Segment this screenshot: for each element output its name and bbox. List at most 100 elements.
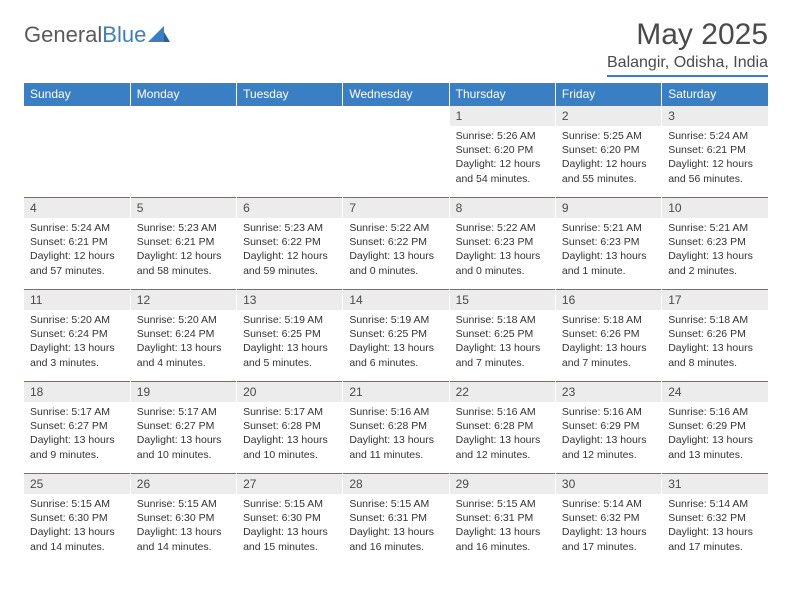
daylight-text: Daylight: 13 hours and 0 minutes. (456, 249, 549, 277)
day-number: 7 (343, 197, 448, 218)
day-details: Sunrise: 5:16 AMSunset: 6:28 PMDaylight:… (343, 402, 448, 466)
day-number: 27 (237, 473, 342, 494)
calendar-cell: 14Sunrise: 5:19 AMSunset: 6:25 PMDayligh… (343, 289, 449, 381)
sunrise-text: Sunrise: 5:16 AM (562, 405, 655, 419)
daylight-text: Daylight: 13 hours and 16 minutes. (456, 525, 549, 553)
calendar-week: 18Sunrise: 5:17 AMSunset: 6:27 PMDayligh… (24, 381, 768, 473)
sunrise-text: Sunrise: 5:16 AM (456, 405, 549, 419)
day-header-thursday: Thursday (449, 83, 555, 105)
day-details: Sunrise: 5:21 AMSunset: 6:23 PMDaylight:… (662, 218, 768, 282)
sunrise-text: Sunrise: 5:18 AM (456, 313, 549, 327)
day-number: 28 (343, 473, 448, 494)
sunrise-text: Sunrise: 5:20 AM (137, 313, 230, 327)
day-details: Sunrise: 5:15 AMSunset: 6:31 PMDaylight:… (343, 494, 448, 558)
daylight-text: Daylight: 13 hours and 17 minutes. (562, 525, 655, 553)
day-number: 26 (131, 473, 236, 494)
calendar-cell: 24Sunrise: 5:16 AMSunset: 6:29 PMDayligh… (662, 381, 768, 473)
sunrise-text: Sunrise: 5:24 AM (30, 221, 124, 235)
calendar-cell: 9Sunrise: 5:21 AMSunset: 6:23 PMDaylight… (555, 197, 661, 289)
day-details: Sunrise: 5:14 AMSunset: 6:32 PMDaylight:… (662, 494, 768, 558)
sunset-text: Sunset: 6:22 PM (349, 235, 442, 249)
sunrise-text: Sunrise: 5:21 AM (562, 221, 655, 235)
sunrise-text: Sunrise: 5:15 AM (456, 497, 549, 511)
calendar-week: 11Sunrise: 5:20 AMSunset: 6:24 PMDayligh… (24, 289, 768, 381)
daylight-text: Daylight: 13 hours and 11 minutes. (349, 433, 442, 461)
sunrise-text: Sunrise: 5:18 AM (562, 313, 655, 327)
empty-day (131, 105, 236, 127)
sunset-text: Sunset: 6:32 PM (562, 511, 655, 525)
sunrise-text: Sunrise: 5:17 AM (243, 405, 336, 419)
daylight-text: Daylight: 13 hours and 15 minutes. (243, 525, 336, 553)
day-details: Sunrise: 5:18 AMSunset: 6:25 PMDaylight:… (450, 310, 555, 374)
sunset-text: Sunset: 6:21 PM (30, 235, 124, 249)
day-number: 17 (662, 289, 768, 310)
daylight-text: Daylight: 12 hours and 58 minutes. (137, 249, 230, 277)
sunset-text: Sunset: 6:24 PM (137, 327, 230, 341)
daylight-text: Daylight: 12 hours and 56 minutes. (668, 157, 762, 185)
sunrise-text: Sunrise: 5:14 AM (668, 497, 762, 511)
sunset-text: Sunset: 6:32 PM (668, 511, 762, 525)
sunrise-text: Sunrise: 5:17 AM (30, 405, 124, 419)
day-details: Sunrise: 5:16 AMSunset: 6:29 PMDaylight:… (662, 402, 768, 466)
day-number: 24 (662, 381, 768, 402)
sunrise-text: Sunrise: 5:24 AM (668, 129, 762, 143)
calendar-cell (237, 105, 343, 197)
header-right: May 2025 Balangir, Odisha, India (607, 18, 768, 77)
day-number: 23 (556, 381, 661, 402)
sunset-text: Sunset: 6:25 PM (349, 327, 442, 341)
calendar-cell: 28Sunrise: 5:15 AMSunset: 6:31 PMDayligh… (343, 473, 449, 565)
day-details: Sunrise: 5:17 AMSunset: 6:27 PMDaylight:… (24, 402, 130, 466)
sunrise-text: Sunrise: 5:15 AM (349, 497, 442, 511)
sunset-text: Sunset: 6:31 PM (349, 511, 442, 525)
location-subtitle: Balangir, Odisha, India (607, 54, 768, 77)
calendar-cell: 2Sunrise: 5:25 AMSunset: 6:20 PMDaylight… (555, 105, 661, 197)
empty-day (237, 105, 342, 127)
day-number: 29 (450, 473, 555, 494)
sunset-text: Sunset: 6:30 PM (30, 511, 124, 525)
calendar-cell (130, 105, 236, 197)
day-number: 31 (662, 473, 768, 494)
day-details: Sunrise: 5:25 AMSunset: 6:20 PMDaylight:… (556, 126, 661, 190)
brand-logo: GeneralBlue (24, 18, 170, 48)
calendar-cell: 11Sunrise: 5:20 AMSunset: 6:24 PMDayligh… (24, 289, 130, 381)
daylight-text: Daylight: 13 hours and 12 minutes. (456, 433, 549, 461)
day-details: Sunrise: 5:23 AMSunset: 6:22 PMDaylight:… (237, 218, 342, 282)
sunrise-text: Sunrise: 5:17 AM (137, 405, 230, 419)
sunset-text: Sunset: 6:30 PM (243, 511, 336, 525)
calendar-cell: 20Sunrise: 5:17 AMSunset: 6:28 PMDayligh… (237, 381, 343, 473)
day-number: 20 (237, 381, 342, 402)
day-number: 6 (237, 197, 342, 218)
daylight-text: Daylight: 13 hours and 10 minutes. (243, 433, 336, 461)
day-number: 9 (556, 197, 661, 218)
sunrise-text: Sunrise: 5:14 AM (562, 497, 655, 511)
day-details: Sunrise: 5:16 AMSunset: 6:28 PMDaylight:… (450, 402, 555, 466)
sunrise-text: Sunrise: 5:18 AM (668, 313, 762, 327)
day-details: Sunrise: 5:16 AMSunset: 6:29 PMDaylight:… (556, 402, 661, 466)
calendar-cell: 25Sunrise: 5:15 AMSunset: 6:30 PMDayligh… (24, 473, 130, 565)
sunrise-text: Sunrise: 5:16 AM (349, 405, 442, 419)
sunrise-text: Sunrise: 5:15 AM (137, 497, 230, 511)
sunset-text: Sunset: 6:30 PM (137, 511, 230, 525)
day-details: Sunrise: 5:14 AMSunset: 6:32 PMDaylight:… (556, 494, 661, 558)
day-header-saturday: Saturday (662, 83, 768, 105)
day-number: 3 (662, 105, 768, 126)
day-details: Sunrise: 5:22 AMSunset: 6:22 PMDaylight:… (343, 218, 448, 282)
day-number: 30 (556, 473, 661, 494)
sunset-text: Sunset: 6:26 PM (562, 327, 655, 341)
calendar-cell: 8Sunrise: 5:22 AMSunset: 6:23 PMDaylight… (449, 197, 555, 289)
day-details: Sunrise: 5:22 AMSunset: 6:23 PMDaylight:… (450, 218, 555, 282)
daylight-text: Daylight: 13 hours and 7 minutes. (456, 341, 549, 369)
sunrise-text: Sunrise: 5:23 AM (137, 221, 230, 235)
daylight-text: Daylight: 13 hours and 13 minutes. (668, 433, 762, 461)
daylight-text: Daylight: 12 hours and 57 minutes. (30, 249, 124, 277)
sunrise-text: Sunrise: 5:15 AM (30, 497, 124, 511)
day-number: 19 (131, 381, 236, 402)
day-number: 5 (131, 197, 236, 218)
sunrise-text: Sunrise: 5:20 AM (30, 313, 124, 327)
daylight-text: Daylight: 13 hours and 16 minutes. (349, 525, 442, 553)
calendar-week: 25Sunrise: 5:15 AMSunset: 6:30 PMDayligh… (24, 473, 768, 565)
day-number: 12 (131, 289, 236, 310)
day-number: 14 (343, 289, 448, 310)
day-number: 25 (24, 473, 130, 494)
daylight-text: Daylight: 13 hours and 5 minutes. (243, 341, 336, 369)
